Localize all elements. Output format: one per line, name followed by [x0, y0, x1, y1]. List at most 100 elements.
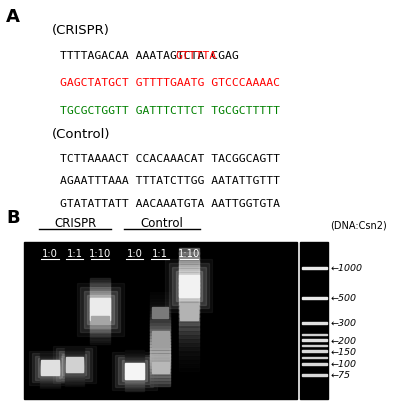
Bar: [90, 280, 110, 284]
Bar: [179, 257, 198, 263]
Text: 1:10: 1:10: [89, 248, 111, 258]
Bar: [150, 326, 170, 331]
Bar: [90, 293, 110, 296]
Bar: [150, 308, 170, 313]
Bar: [179, 290, 198, 296]
Bar: [62, 354, 86, 375]
Bar: [64, 377, 84, 379]
Bar: [301, 322, 326, 324]
Bar: [64, 348, 84, 350]
Bar: [179, 357, 198, 363]
Bar: [40, 355, 60, 356]
Bar: [124, 384, 144, 386]
Bar: [124, 365, 144, 367]
Bar: [124, 372, 144, 373]
Text: ←1000: ←1000: [330, 264, 361, 273]
Bar: [150, 324, 170, 328]
Bar: [179, 311, 198, 317]
Bar: [56, 348, 92, 381]
Bar: [64, 378, 84, 380]
Bar: [168, 264, 209, 309]
Bar: [124, 388, 144, 390]
Bar: [150, 382, 170, 386]
Bar: [179, 253, 198, 259]
Bar: [64, 364, 84, 366]
Bar: [122, 360, 147, 382]
Bar: [80, 287, 120, 332]
Bar: [40, 386, 60, 388]
Bar: [124, 369, 144, 371]
Bar: [151, 332, 168, 347]
Bar: [64, 370, 84, 372]
Bar: [150, 376, 170, 380]
Bar: [301, 339, 326, 341]
Bar: [150, 292, 170, 297]
Bar: [90, 298, 110, 321]
Bar: [64, 350, 84, 352]
Bar: [179, 340, 198, 346]
Bar: [40, 384, 60, 386]
Bar: [150, 370, 170, 374]
Bar: [40, 382, 60, 384]
Bar: [40, 378, 60, 380]
Bar: [40, 367, 60, 369]
Bar: [64, 356, 84, 358]
Bar: [90, 326, 110, 329]
Text: ←150: ←150: [330, 347, 356, 356]
Bar: [90, 330, 110, 333]
Text: GTATATTATT AACAAATGTA AATTGGTGTA: GTATATTATT AACAAATGTA AATTGGTGTA: [60, 198, 279, 208]
Bar: [40, 379, 60, 381]
Bar: [64, 381, 84, 383]
Bar: [124, 360, 144, 361]
Bar: [64, 347, 84, 349]
Bar: [124, 361, 144, 363]
Bar: [91, 317, 109, 324]
Bar: [64, 365, 84, 367]
Bar: [40, 364, 60, 365]
Text: ←300: ←300: [330, 318, 356, 328]
Bar: [179, 307, 198, 313]
Bar: [179, 286, 198, 292]
Bar: [40, 375, 60, 377]
Text: GAGCTATGCT GTTTTGAATG GTCCCAAAAC: GAGCTATGCT GTTTTGAATG GTCCCAAAAC: [60, 78, 279, 88]
Bar: [64, 352, 84, 354]
Bar: [179, 294, 198, 301]
Bar: [124, 378, 144, 380]
Text: 1:1: 1:1: [66, 248, 82, 258]
Bar: [124, 385, 144, 387]
Bar: [179, 332, 198, 338]
Bar: [40, 366, 60, 368]
Text: (CRISPR): (CRISPR): [52, 24, 109, 37]
Bar: [179, 315, 198, 321]
Bar: [64, 379, 84, 381]
Bar: [150, 299, 170, 303]
Bar: [41, 360, 59, 375]
Bar: [179, 336, 198, 342]
Bar: [90, 315, 110, 318]
Bar: [40, 385, 60, 387]
Bar: [124, 389, 144, 391]
Bar: [83, 291, 117, 328]
Text: TGCGCTGGTT GATTTCTTCT TGCGCTTTTT: TGCGCTGGTT GATTTCTTCT TGCGCTTTTT: [60, 106, 279, 116]
Bar: [179, 305, 198, 321]
Bar: [64, 382, 84, 384]
Bar: [40, 368, 60, 370]
Bar: [90, 309, 110, 312]
Bar: [64, 367, 84, 368]
Bar: [179, 328, 198, 334]
Bar: [40, 383, 60, 385]
Bar: [90, 291, 110, 294]
Bar: [150, 379, 170, 384]
Bar: [301, 350, 326, 352]
Bar: [64, 373, 84, 375]
Bar: [150, 360, 170, 365]
Bar: [40, 362, 60, 364]
Bar: [90, 300, 110, 303]
Text: 1:0: 1:0: [42, 248, 58, 258]
Bar: [301, 345, 326, 346]
Bar: [179, 303, 198, 309]
Bar: [124, 354, 144, 356]
Bar: [124, 353, 144, 355]
Bar: [90, 311, 110, 314]
Bar: [90, 335, 110, 338]
